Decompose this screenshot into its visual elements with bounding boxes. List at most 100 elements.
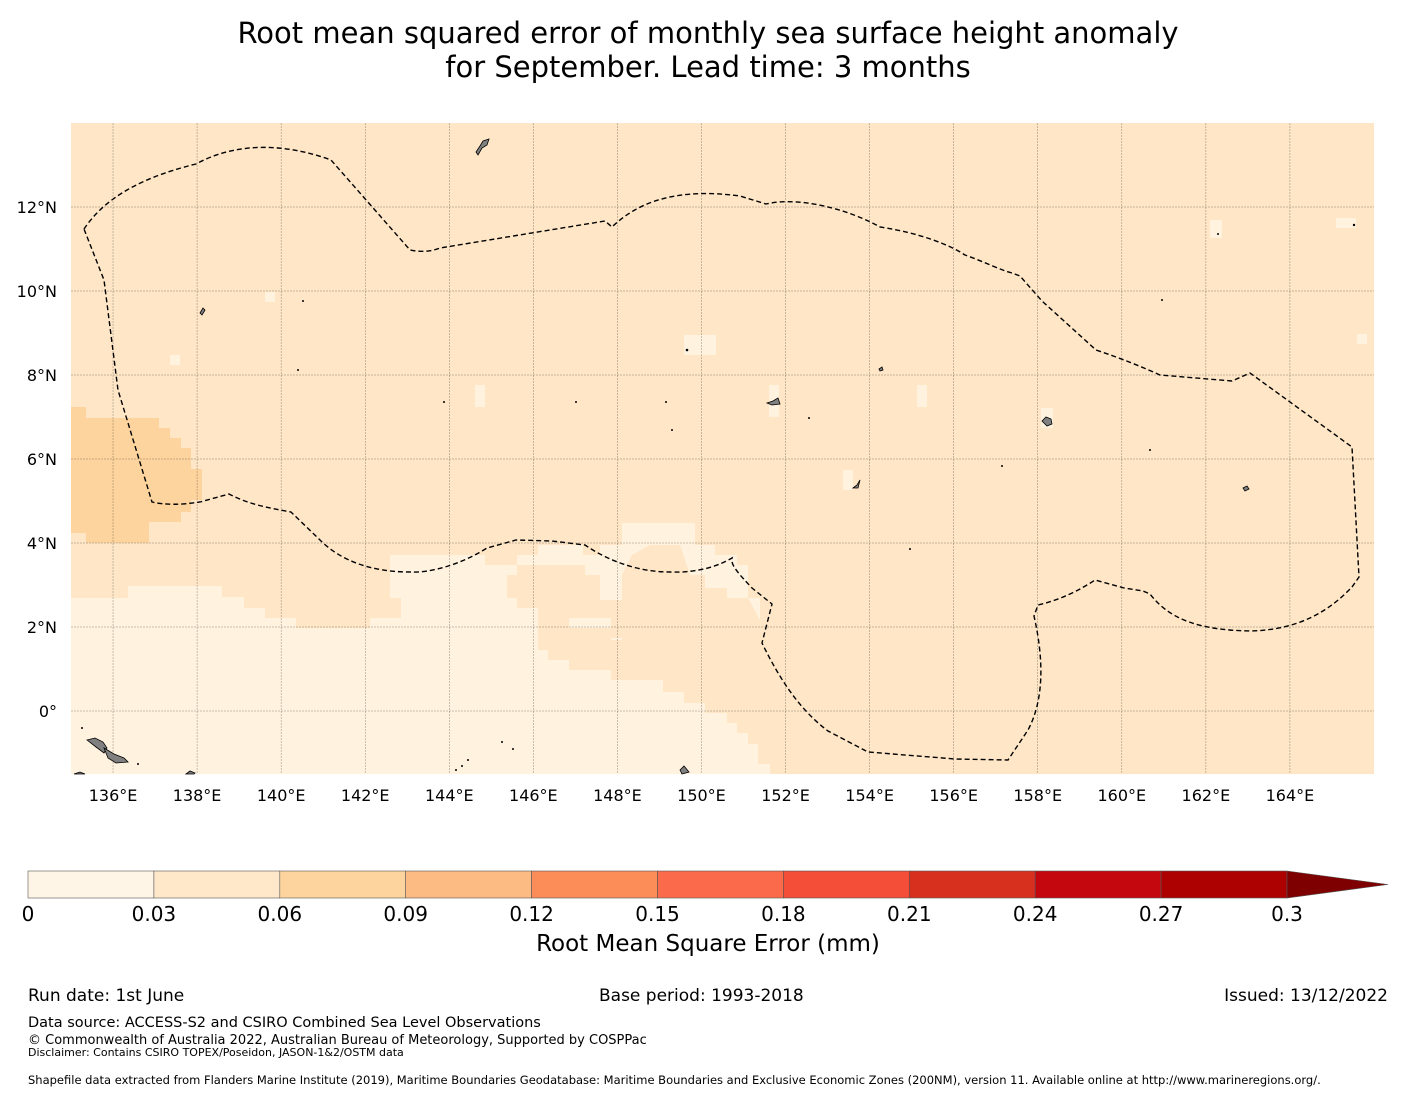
- lon-tick-label: 158°E: [1013, 786, 1062, 805]
- colorbar-tick-label: 0.06: [258, 902, 303, 926]
- atoll: [808, 417, 810, 419]
- rmse-region-patch: [507, 565, 622, 638]
- colorbar-tick-label: 0.3: [1271, 902, 1303, 926]
- colorbar-bin: [279, 870, 406, 899]
- colorbar-tick-label: 0: [22, 902, 35, 926]
- lon-tick-label: 142°E: [341, 786, 390, 805]
- atoll: [443, 401, 445, 403]
- lon-tick-label: 136°E: [89, 786, 138, 805]
- atoll: [665, 401, 667, 403]
- island-chuuk: [765, 397, 781, 406]
- colorbar-bin: [405, 870, 532, 899]
- map-title-line-1: Root mean squared error of monthly sea s…: [237, 16, 1179, 50]
- lon-tick-label: 150°E: [677, 786, 726, 805]
- disclaimer: Disclaimer: Contains CSIRO TOPEX/Poseido…: [28, 1046, 404, 1059]
- island-png-coast: [679, 765, 690, 775]
- rmse-pixel: [265, 292, 275, 302]
- colorbar-bin: [27, 870, 155, 899]
- atoll: [455, 769, 457, 771]
- island: [199, 307, 206, 316]
- colorbar-ticks: 0 0.03 0.06 0.09 0.12 0.15 0.18 0.21 0.24 0.27 0.3: [22, 902, 1303, 926]
- rmse-pixel: [1336, 218, 1356, 228]
- atoll: [467, 759, 469, 761]
- latitude-labels: 12°N 10°N 8°N 6°N 4°N 2°N 0°: [17, 198, 57, 721]
- lon-tick-label: 146°E: [509, 786, 558, 805]
- rmse-pixel: [170, 355, 180, 365]
- island-png-north: [103, 747, 129, 764]
- rmse-pixel: [1210, 220, 1222, 238]
- colorbar-tick-label: 0.15: [635, 902, 680, 926]
- run-date: Run date: 1st June: [28, 986, 185, 1006]
- lat-tick-label: 2°N: [27, 618, 57, 637]
- rmse-pixel: [843, 470, 853, 490]
- small-atolls: [81, 223, 1356, 771]
- colorbar-tick-label: 0.24: [1013, 902, 1058, 926]
- colorbar-tick-label: 0.09: [383, 902, 428, 926]
- colorbar-bin: [657, 870, 784, 899]
- issued-date: Issued: 13/12/2022: [1224, 986, 1388, 1006]
- island: [73, 771, 86, 775]
- atoll: [1217, 233, 1219, 235]
- eez-boundary: [83, 146, 1360, 761]
- atoll: [1001, 465, 1003, 467]
- colorbar-bin: [153, 870, 281, 899]
- lon-tick-label: 152°E: [761, 786, 810, 805]
- lon-tick-label: 162°E: [1182, 786, 1231, 805]
- atoll: [671, 429, 673, 431]
- colorbar-extend-arrow: [1286, 870, 1389, 899]
- colorbar-label: Root Mean Square Error (mm): [536, 931, 880, 957]
- island-guam: [475, 138, 490, 156]
- lon-tick-label: 140°E: [257, 786, 306, 805]
- colorbar-blocks: [27, 870, 1389, 899]
- lat-tick-label: 0°: [39, 702, 57, 721]
- lat-tick-label: 6°N: [27, 450, 57, 469]
- lon-tick-label: 156°E: [929, 786, 978, 805]
- colorbar-bin: [908, 870, 1036, 899]
- lon-tick-label: 154°E: [845, 786, 894, 805]
- lat-tick-label: 10°N: [17, 282, 57, 301]
- colorbar-tick-label: 0.12: [509, 902, 554, 926]
- atoll: [137, 763, 139, 765]
- atoll: [1352, 223, 1356, 227]
- lon-tick-label: 144°E: [425, 786, 474, 805]
- colorbar-tick-label: 0.03: [132, 902, 177, 926]
- rmse-pixel: [917, 385, 927, 407]
- atoll: [501, 741, 503, 743]
- island-kosrae: [1242, 485, 1250, 492]
- atoll: [302, 300, 304, 302]
- lon-tick-label: 148°E: [593, 786, 642, 805]
- rmse-region-high-west: [71, 407, 202, 543]
- base-period: Base period: 1993-2018: [599, 986, 804, 1006]
- colorbar-bin: [1034, 870, 1162, 899]
- atoll: [1161, 299, 1163, 301]
- lon-tick-label: 160°E: [1097, 786, 1146, 805]
- atoll: [909, 548, 911, 550]
- atoll: [1149, 449, 1151, 451]
- atoll: [461, 765, 463, 767]
- colorbar-bin: [531, 870, 658, 899]
- map-figure: 12°N 10°N 8°N 6°N 4°N 2°N 0° 136°E 138°E 140°E 14…: [17, 123, 1374, 805]
- lon-tick-label: 138°E: [173, 786, 222, 805]
- longitude-labels: 136°E 138°E 140°E 142°E 144°E 146°E 148°E 150°E…: [89, 786, 1315, 805]
- island-pohnpei: [1041, 416, 1053, 427]
- atoll: [685, 348, 689, 352]
- rmse-pixel: [475, 385, 485, 407]
- shapefile-credit: Shapefile data extracted from Flanders M…: [28, 1073, 1321, 1087]
- data-source: Data source: ACCESS-S2 and CSIRO Combine…: [28, 1015, 541, 1031]
- rmse-pixel: [684, 335, 716, 355]
- land-islands: [73, 138, 1250, 775]
- atoll: [297, 369, 299, 371]
- colorbar-tick-label: 0.21: [887, 902, 932, 926]
- copyright: © Commonwealth of Australia 2022, Austra…: [28, 1033, 647, 1048]
- island: [878, 366, 884, 372]
- lat-tick-label: 8°N: [27, 366, 57, 385]
- rmse-pixel: [1357, 334, 1367, 344]
- colorbar: 0 0.03 0.06 0.09 0.12 0.15 0.18 0.21 0.24 0.27 0.3: [22, 870, 1389, 926]
- lat-tick-label: 4°N: [27, 534, 57, 553]
- colorbar-tick-label: 0.27: [1139, 902, 1184, 926]
- atoll: [575, 401, 577, 403]
- island: [184, 770, 196, 775]
- rmse-region-mid: [538, 545, 770, 764]
- lon-tick-label: 164°E: [1266, 786, 1315, 805]
- map-gridlines: [71, 123, 1374, 774]
